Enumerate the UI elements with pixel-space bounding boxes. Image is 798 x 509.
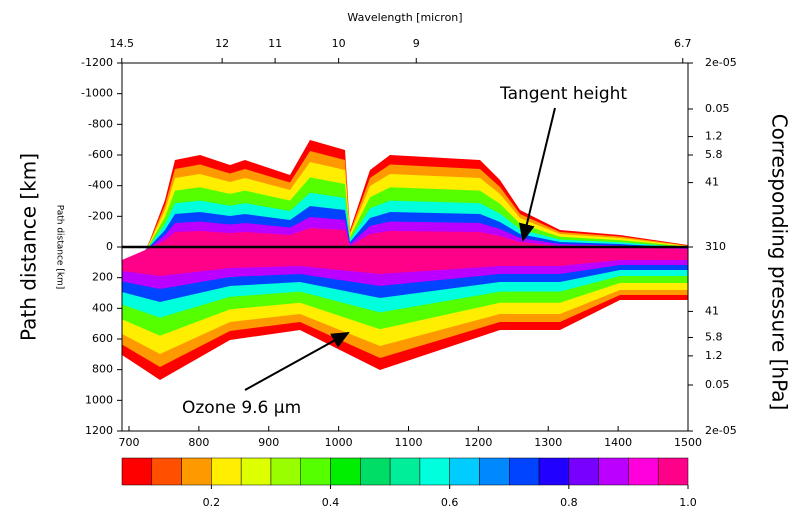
colorbar-cell <box>270 457 301 486</box>
x-tick-label: 1400 <box>604 436 632 449</box>
y-tick-label: 1200 <box>85 424 113 437</box>
y-tick-label: 400 <box>92 301 113 314</box>
y-axis-label: Path distance [km] <box>17 153 41 341</box>
y2-tick-label: 1.2 <box>705 349 723 362</box>
y-tick-label: -1000 <box>81 87 113 100</box>
y-tick-label: -1200 <box>81 56 113 69</box>
y-tick-label: -800 <box>88 117 113 130</box>
y2-tick-label: 2e-05 <box>705 56 737 69</box>
y2-tick-label: 41 <box>705 176 719 189</box>
colorbar-cell <box>598 457 629 486</box>
y2-tick-label: 41 <box>705 304 719 317</box>
annotation: Tangent height <box>499 84 627 104</box>
colorbar-tick-label: 0.8 <box>560 496 578 509</box>
x-tick-label: 700 <box>118 436 139 449</box>
colorbar-cell <box>657 457 689 486</box>
colorbar-tick-label: 0.6 <box>441 496 459 509</box>
y-tick-label: 200 <box>92 271 113 284</box>
colorbar-cell <box>211 457 242 486</box>
colorbar-cell <box>538 457 570 486</box>
y-tick-label: 800 <box>92 363 113 376</box>
x-tick-label: 1100 <box>394 436 422 449</box>
y2-tick-label: 1.2 <box>705 130 723 143</box>
y2-tick-label: 0.05 <box>705 378 730 391</box>
y2-tick-label: 5.8 <box>705 148 723 161</box>
colorbar-cell <box>568 457 599 486</box>
top-tick-label: 12 <box>215 37 229 50</box>
y2-tick-label: 310 <box>705 240 726 253</box>
colorbar-cell <box>121 457 153 486</box>
arrow <box>518 107 556 242</box>
colorbar-cell <box>628 457 659 486</box>
colorbar-cell <box>300 457 331 486</box>
y2-tick-label: 2e-05 <box>705 424 737 437</box>
colorbar-cell <box>449 457 480 486</box>
x-tick-label: 1000 <box>325 436 353 449</box>
colorbar-cell <box>419 457 450 486</box>
y2-axis-label: Corresponding pressure [hPa] <box>768 114 792 411</box>
top-tick-label: 6.7 <box>674 37 692 50</box>
y-tick-label: 600 <box>92 332 113 345</box>
y-tick-label: 0 <box>106 240 113 253</box>
x-tick-label: 1200 <box>464 436 492 449</box>
colorbar-cell <box>479 457 510 486</box>
colorbar-cell <box>181 457 212 486</box>
y-tick-label: -400 <box>88 179 113 192</box>
top-tick-label: 11 <box>268 37 282 50</box>
annotation: Ozone 9.6 µm <box>182 398 301 418</box>
colorbar-cell <box>360 457 391 486</box>
colorbar-cell <box>330 457 361 486</box>
top-tick-label: 9 <box>413 37 420 50</box>
heatmap <box>122 140 688 380</box>
colorbar-tick-label: 0.2 <box>203 496 221 509</box>
colorbar-tick-label: 1.0 <box>679 496 697 509</box>
top-tick-label: 14.5 <box>110 37 135 50</box>
top-tick-label: 10 <box>332 37 346 50</box>
colorbar-cell <box>509 457 540 486</box>
x-tick-label: 900 <box>258 436 279 449</box>
y-tick-label: -200 <box>88 209 113 222</box>
colorbar-cell <box>240 457 272 486</box>
x-tick-label: 800 <box>188 436 209 449</box>
colorbar-tick-label: 0.4 <box>322 496 340 509</box>
y-tick-label: 1000 <box>85 393 113 406</box>
colorbar-cell <box>151 457 182 486</box>
inner-y-label: Path distance [km] <box>55 205 65 290</box>
colorbar-cell <box>389 457 421 486</box>
y2-tick-label: 0.05 <box>705 102 730 115</box>
top-axis-label: Wavelength [micron] <box>347 11 462 24</box>
x-tick-label: 1300 <box>534 436 562 449</box>
arrow <box>244 332 350 391</box>
y-tick-label: -600 <box>88 148 113 161</box>
y2-tick-label: 5.8 <box>705 330 723 343</box>
x-tick-label: 1500 <box>674 436 702 449</box>
